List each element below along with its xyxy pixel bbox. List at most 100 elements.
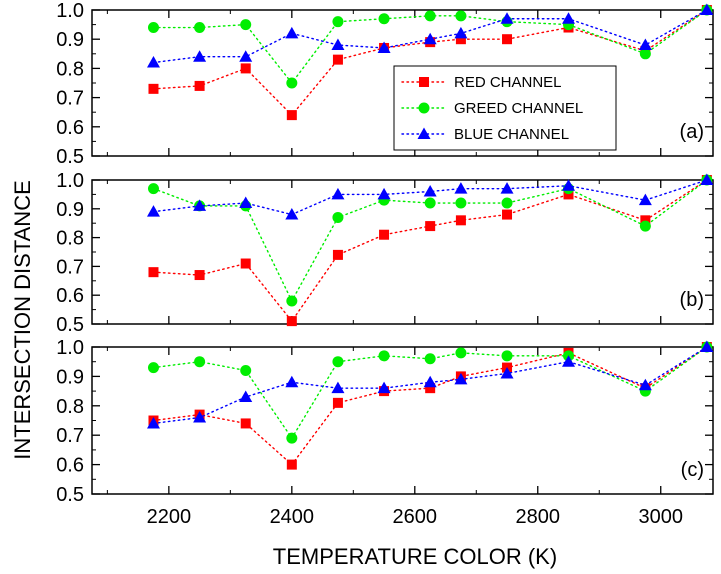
- data-point: [146, 416, 160, 429]
- data-point: [332, 397, 343, 408]
- data-point: [455, 34, 466, 45]
- x-axis-title: TEMPERATURE COLOR (K): [273, 544, 557, 569]
- y-tick-label: 0.7: [56, 425, 84, 447]
- data-point: [424, 197, 436, 209]
- chart-panel-1: 0.5 0.6 0.7 0.8 0.9 1.0 (b): [56, 170, 714, 336]
- data-point: [638, 193, 652, 206]
- data-point: [455, 10, 467, 22]
- data-point: [500, 182, 514, 194]
- data-point: [332, 16, 344, 28]
- chart-panels: 0.5 0.6 0.7 0.8 0.9 1.0 (a) RED CHANNEL GREED CH…: [56, 0, 714, 528]
- panel-label: (a): [680, 121, 704, 143]
- data-point: [423, 375, 437, 388]
- data-point: [286, 77, 298, 89]
- data-point: [147, 22, 159, 34]
- data-point: [562, 355, 576, 367]
- data-point: [240, 365, 252, 377]
- data-point: [454, 182, 468, 194]
- data-point: [240, 63, 251, 74]
- panel-label: (c): [681, 459, 704, 481]
- data-point: [285, 375, 299, 388]
- data-point: [194, 270, 205, 281]
- data-point: [639, 220, 651, 232]
- series-line-1: [152, 346, 708, 440]
- data-point: [377, 187, 391, 200]
- plot-frame: [91, 179, 714, 325]
- data-point: [194, 80, 205, 91]
- y-tick-label: 0.8: [56, 396, 84, 418]
- data-point: [239, 196, 253, 209]
- legend-box: [393, 65, 617, 151]
- x-tick-label: 2200: [147, 506, 192, 528]
- data-point: [425, 383, 436, 394]
- chart-panel-2: 0.5 0.6 0.7 0.8 0.9 1.0 2200 2400 2600 2800 3000 (c…: [56, 337, 714, 528]
- y-axis-title: INTERSECTION DISTANCE: [10, 180, 35, 460]
- data-point: [286, 295, 298, 307]
- data-point: [147, 183, 159, 195]
- data-point: [455, 197, 467, 209]
- legend-marker: [419, 77, 429, 87]
- data-point: [285, 26, 299, 39]
- data-point: [378, 13, 390, 25]
- panel-label: (b): [680, 289, 704, 311]
- data-point: [423, 185, 437, 197]
- y-tick-label: 0.9: [56, 366, 84, 388]
- legend: RED CHANNEL GREED CHANNEL BLUE CHANNEL: [393, 65, 617, 151]
- legend-label: RED CHANNEL: [454, 74, 562, 91]
- y-tick-label: 0.5: [56, 146, 84, 168]
- data-point: [193, 199, 207, 211]
- chart-panel-0: 0.5 0.6 0.7 0.8 0.9 1.0 (a) RED CHANNEL GREED CH…: [56, 0, 714, 168]
- data-point: [501, 197, 513, 209]
- data-point: [454, 372, 468, 385]
- data-point: [332, 356, 344, 368]
- series-line-1: [152, 9, 708, 85]
- data-point: [285, 208, 299, 220]
- data-point: [423, 32, 437, 45]
- data-point: [239, 390, 253, 402]
- data-point: [700, 173, 714, 185]
- data-point: [331, 38, 345, 51]
- data-point: [700, 3, 714, 15]
- data-point: [700, 340, 714, 352]
- y-tick-label: 0.9: [56, 29, 84, 51]
- data-point: [563, 189, 574, 200]
- y-tick-label: 0.9: [56, 199, 84, 221]
- data-point: [194, 22, 206, 34]
- data-point: [377, 41, 391, 53]
- data-point: [240, 19, 252, 31]
- data-point: [332, 211, 344, 223]
- series-line-2: [152, 346, 708, 425]
- series-line-2: [152, 179, 708, 216]
- y-tick-label: 0.6: [56, 285, 84, 307]
- y-tick-label: 0.7: [56, 88, 84, 110]
- data-point: [148, 267, 159, 278]
- y-tick-label: 0.6: [56, 117, 84, 139]
- legend-label: GREED CHANNEL: [454, 100, 583, 117]
- y-tick-label: 1.0: [56, 170, 84, 192]
- data-point: [193, 50, 207, 62]
- y-tick-label: 0.7: [56, 256, 84, 278]
- data-point: [500, 366, 514, 379]
- y-tick-label: 0.5: [56, 314, 84, 336]
- data-point: [286, 432, 298, 444]
- data-point: [562, 179, 576, 191]
- data-point: [425, 221, 436, 232]
- legend-label: BLUE CHANNEL: [454, 126, 569, 143]
- data-point: [240, 418, 251, 429]
- data-point: [378, 350, 390, 362]
- legend-marker: [417, 127, 431, 139]
- x-tick-label: 2800: [516, 506, 561, 528]
- data-point: [193, 411, 207, 423]
- data-point: [331, 187, 345, 200]
- data-point: [240, 258, 251, 269]
- data-point: [286, 459, 297, 470]
- data-point: [286, 316, 297, 327]
- data-point: [146, 56, 160, 68]
- data-point: [194, 356, 206, 368]
- data-point: [148, 83, 159, 94]
- data-point: [147, 362, 159, 374]
- data-point: [379, 229, 390, 240]
- data-point: [455, 215, 466, 226]
- data-point: [454, 26, 468, 39]
